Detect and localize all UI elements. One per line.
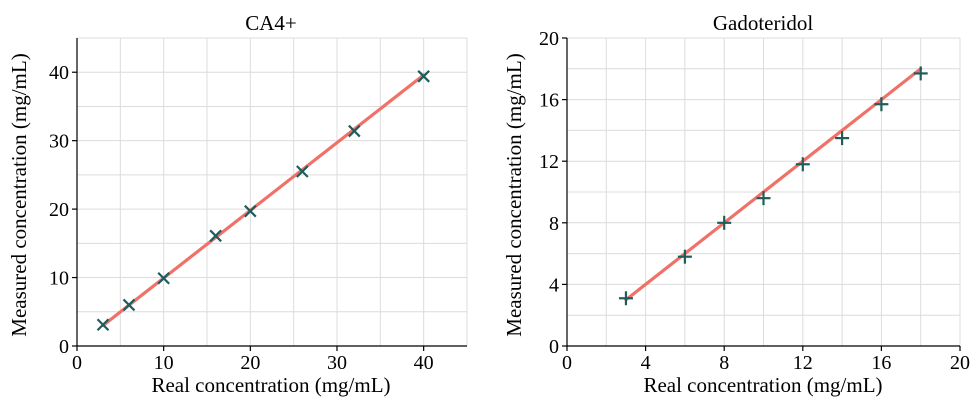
y-tick-label: 20 xyxy=(49,199,69,221)
y-axis-label: Measured concentration (mg/mL) xyxy=(502,53,526,336)
x-tick-label: 4 xyxy=(641,352,651,374)
data-point xyxy=(835,131,850,146)
x-tick-label: 10 xyxy=(154,352,174,374)
x-tick-label: 8 xyxy=(719,352,729,374)
data-point xyxy=(913,66,928,81)
data-point xyxy=(618,291,633,306)
y-tick-label: 0 xyxy=(549,336,559,358)
chart-title: Gadoteridol xyxy=(713,11,813,35)
y-tick-label: 40 xyxy=(49,62,69,84)
data-point xyxy=(756,191,771,206)
data-point xyxy=(209,229,222,243)
x-axis-label: Real concentration (mg/mL) xyxy=(643,373,882,397)
grid xyxy=(77,37,468,346)
data-point xyxy=(122,298,136,312)
data-point xyxy=(348,124,361,138)
data-point xyxy=(296,165,309,178)
x-tick-label: 16 xyxy=(871,352,891,374)
x-axis-label: Real concentration (mg/mL) xyxy=(151,373,390,397)
x-tick-label: 0 xyxy=(72,352,82,374)
y-tick-label: 0 xyxy=(59,336,69,358)
data-point xyxy=(874,97,889,112)
x-tick-label: 40 xyxy=(414,352,434,374)
data-point xyxy=(717,215,732,230)
data-point xyxy=(157,271,170,285)
chart-title: CA4+ xyxy=(245,11,297,35)
x-tick-label: 20 xyxy=(240,352,260,374)
fit-line xyxy=(101,73,426,328)
y-tick-label: 12 xyxy=(539,151,559,173)
x-tick-label: 30 xyxy=(327,352,347,374)
chart-panel-gadoteridol: Gadoteridol Real concentration (mg/mL) M… xyxy=(502,11,970,397)
chart-panel-ca4: CA4+ Real concentration (mg/mL) Measured… xyxy=(7,11,468,397)
x-tick-label: 20 xyxy=(950,352,970,374)
y-tick-label: 8 xyxy=(549,213,559,235)
data-point xyxy=(96,318,110,332)
x-tick-label: 0 xyxy=(562,352,572,374)
y-tick-label: 20 xyxy=(539,28,559,50)
data-point xyxy=(677,249,692,264)
fit-line xyxy=(624,67,923,302)
y-tick-label: 4 xyxy=(549,274,559,296)
y-tick-label: 10 xyxy=(49,268,69,290)
data-point xyxy=(417,70,430,83)
y-tick-label: 16 xyxy=(539,90,559,112)
x-tick-label: 12 xyxy=(793,352,813,374)
data-point xyxy=(244,204,257,218)
y-tick-label: 30 xyxy=(49,131,69,153)
y-axis-label: Measured concentration (mg/mL) xyxy=(7,53,31,336)
data-point xyxy=(795,157,810,172)
